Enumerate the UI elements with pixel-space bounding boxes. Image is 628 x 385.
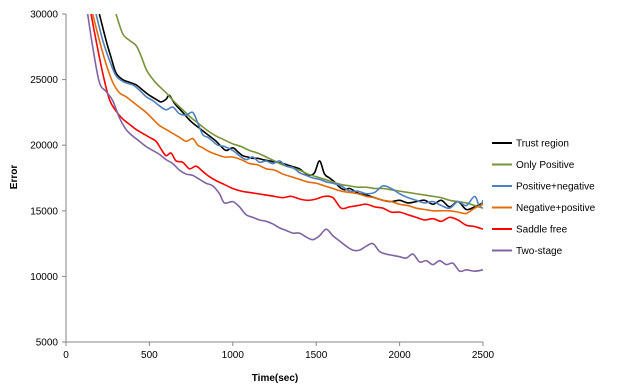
y-axis-title: Error <box>9 165 20 190</box>
y-tick-label: 30000 <box>30 10 58 21</box>
series-line-positive-negative <box>95 14 483 210</box>
series-line-saddle-free <box>90 14 483 230</box>
x-tick-label: 2500 <box>472 350 495 361</box>
y-tick-label: 25000 <box>30 75 58 86</box>
legend-label: Negative+positive <box>516 203 596 214</box>
x-axis: 0 500 1000 1500 2000 2500 <box>63 341 495 361</box>
series-line-two-stage <box>86 14 483 273</box>
x-tick-label: 500 <box>141 350 158 361</box>
series-line-negative-positive <box>91 14 483 215</box>
series-line-trust-region <box>98 14 483 211</box>
legend-item-trust-region: Trust region <box>492 139 569 150</box>
x-tick-label: 1500 <box>305 350 328 361</box>
x-tick-label: 2000 <box>388 350 411 361</box>
y-axis: 5000 10000 15000 20000 25000 30000 <box>30 10 67 349</box>
legend-item-two-stage: Two-stage <box>492 246 563 257</box>
x-tick-label: 1000 <box>222 350 245 361</box>
x-axis-title: Time(sec) <box>252 373 299 384</box>
legend-label: Saddle free <box>516 225 568 236</box>
legend-label: Two-stage <box>516 246 563 257</box>
y-tick-label: 20000 <box>30 141 58 152</box>
y-tick-label: 5000 <box>36 338 59 349</box>
legend: Trust region Only Positive Positive+negati… <box>492 139 596 257</box>
series-lines <box>86 14 483 273</box>
legend-label: Trust region <box>516 139 569 150</box>
y-tick-label: 10000 <box>30 272 58 283</box>
y-tick-label: 15000 <box>30 206 58 217</box>
legend-item-saddle-free: Saddle free <box>492 225 568 236</box>
legend-label: Only Positive <box>516 160 575 171</box>
legend-item-positive-negative: Positive+negative <box>492 182 595 193</box>
legend-label: Positive+negative <box>516 182 595 193</box>
legend-item-negative-positive: Negative+positive <box>492 203 596 214</box>
legend-item-only-positive: Only Positive <box>492 160 575 171</box>
x-tick-label: 0 <box>63 350 69 361</box>
